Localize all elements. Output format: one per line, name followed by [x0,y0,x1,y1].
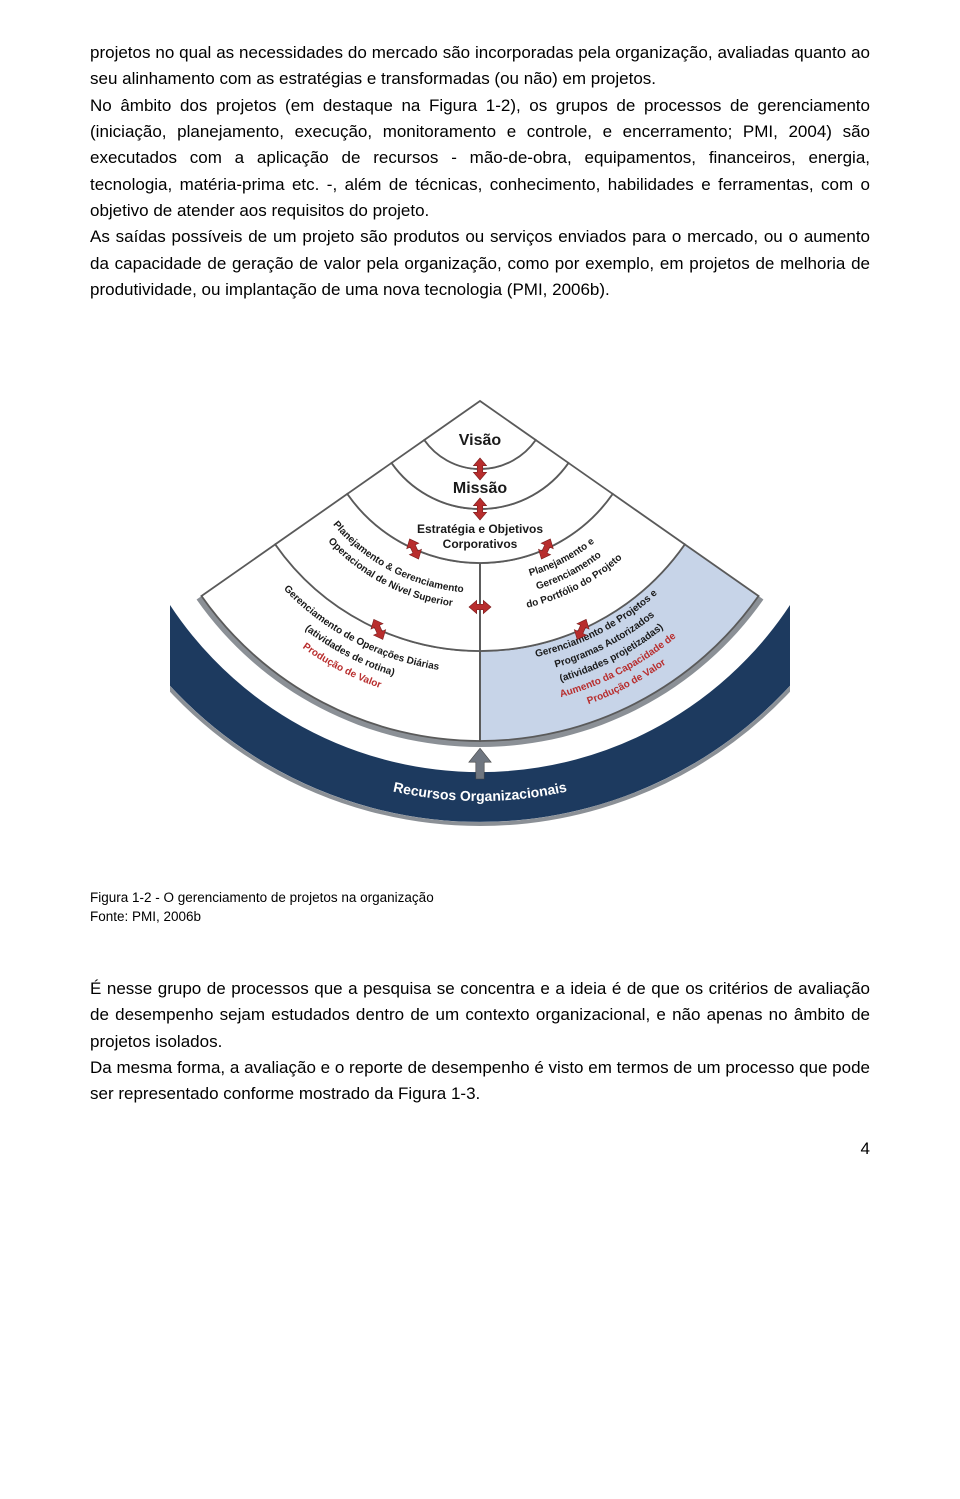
caption-source: Fonte: PMI, 2006b [90,908,870,926]
page-number: 4 [90,1136,870,1162]
svg-text:Missão: Missão [453,480,507,497]
svg-text:Estratégia e Objetivos: Estratégia e Objetivos [417,522,543,536]
figure-1-2-diagram: Visão Missão Estratégia e ObjetivosCorpora… [90,371,870,871]
caption-title: Figura 1-2 - O gerenciamento de projetos… [90,889,870,907]
svg-text:Corporativos: Corporativos [443,537,518,551]
svg-text:Visão: Visão [459,432,502,449]
paragraph-5: Da mesma forma, a avaliação e o reporte … [90,1055,870,1108]
paragraph-4: É nesse grupo de processos que a pesquis… [90,976,870,1055]
figure-caption: Figura 1-2 - O gerenciamento de projetos… [90,889,870,925]
fan-diagram-svg: Visão Missão Estratégia e ObjetivosCorpora… [170,371,790,871]
paragraph-2: No âmbito dos projetos (em destaque na F… [90,93,870,225]
paragraph-1: projetos no qual as necessidades do merc… [90,40,870,93]
paragraph-3: As saídas possíveis de um projeto são pr… [90,224,870,303]
